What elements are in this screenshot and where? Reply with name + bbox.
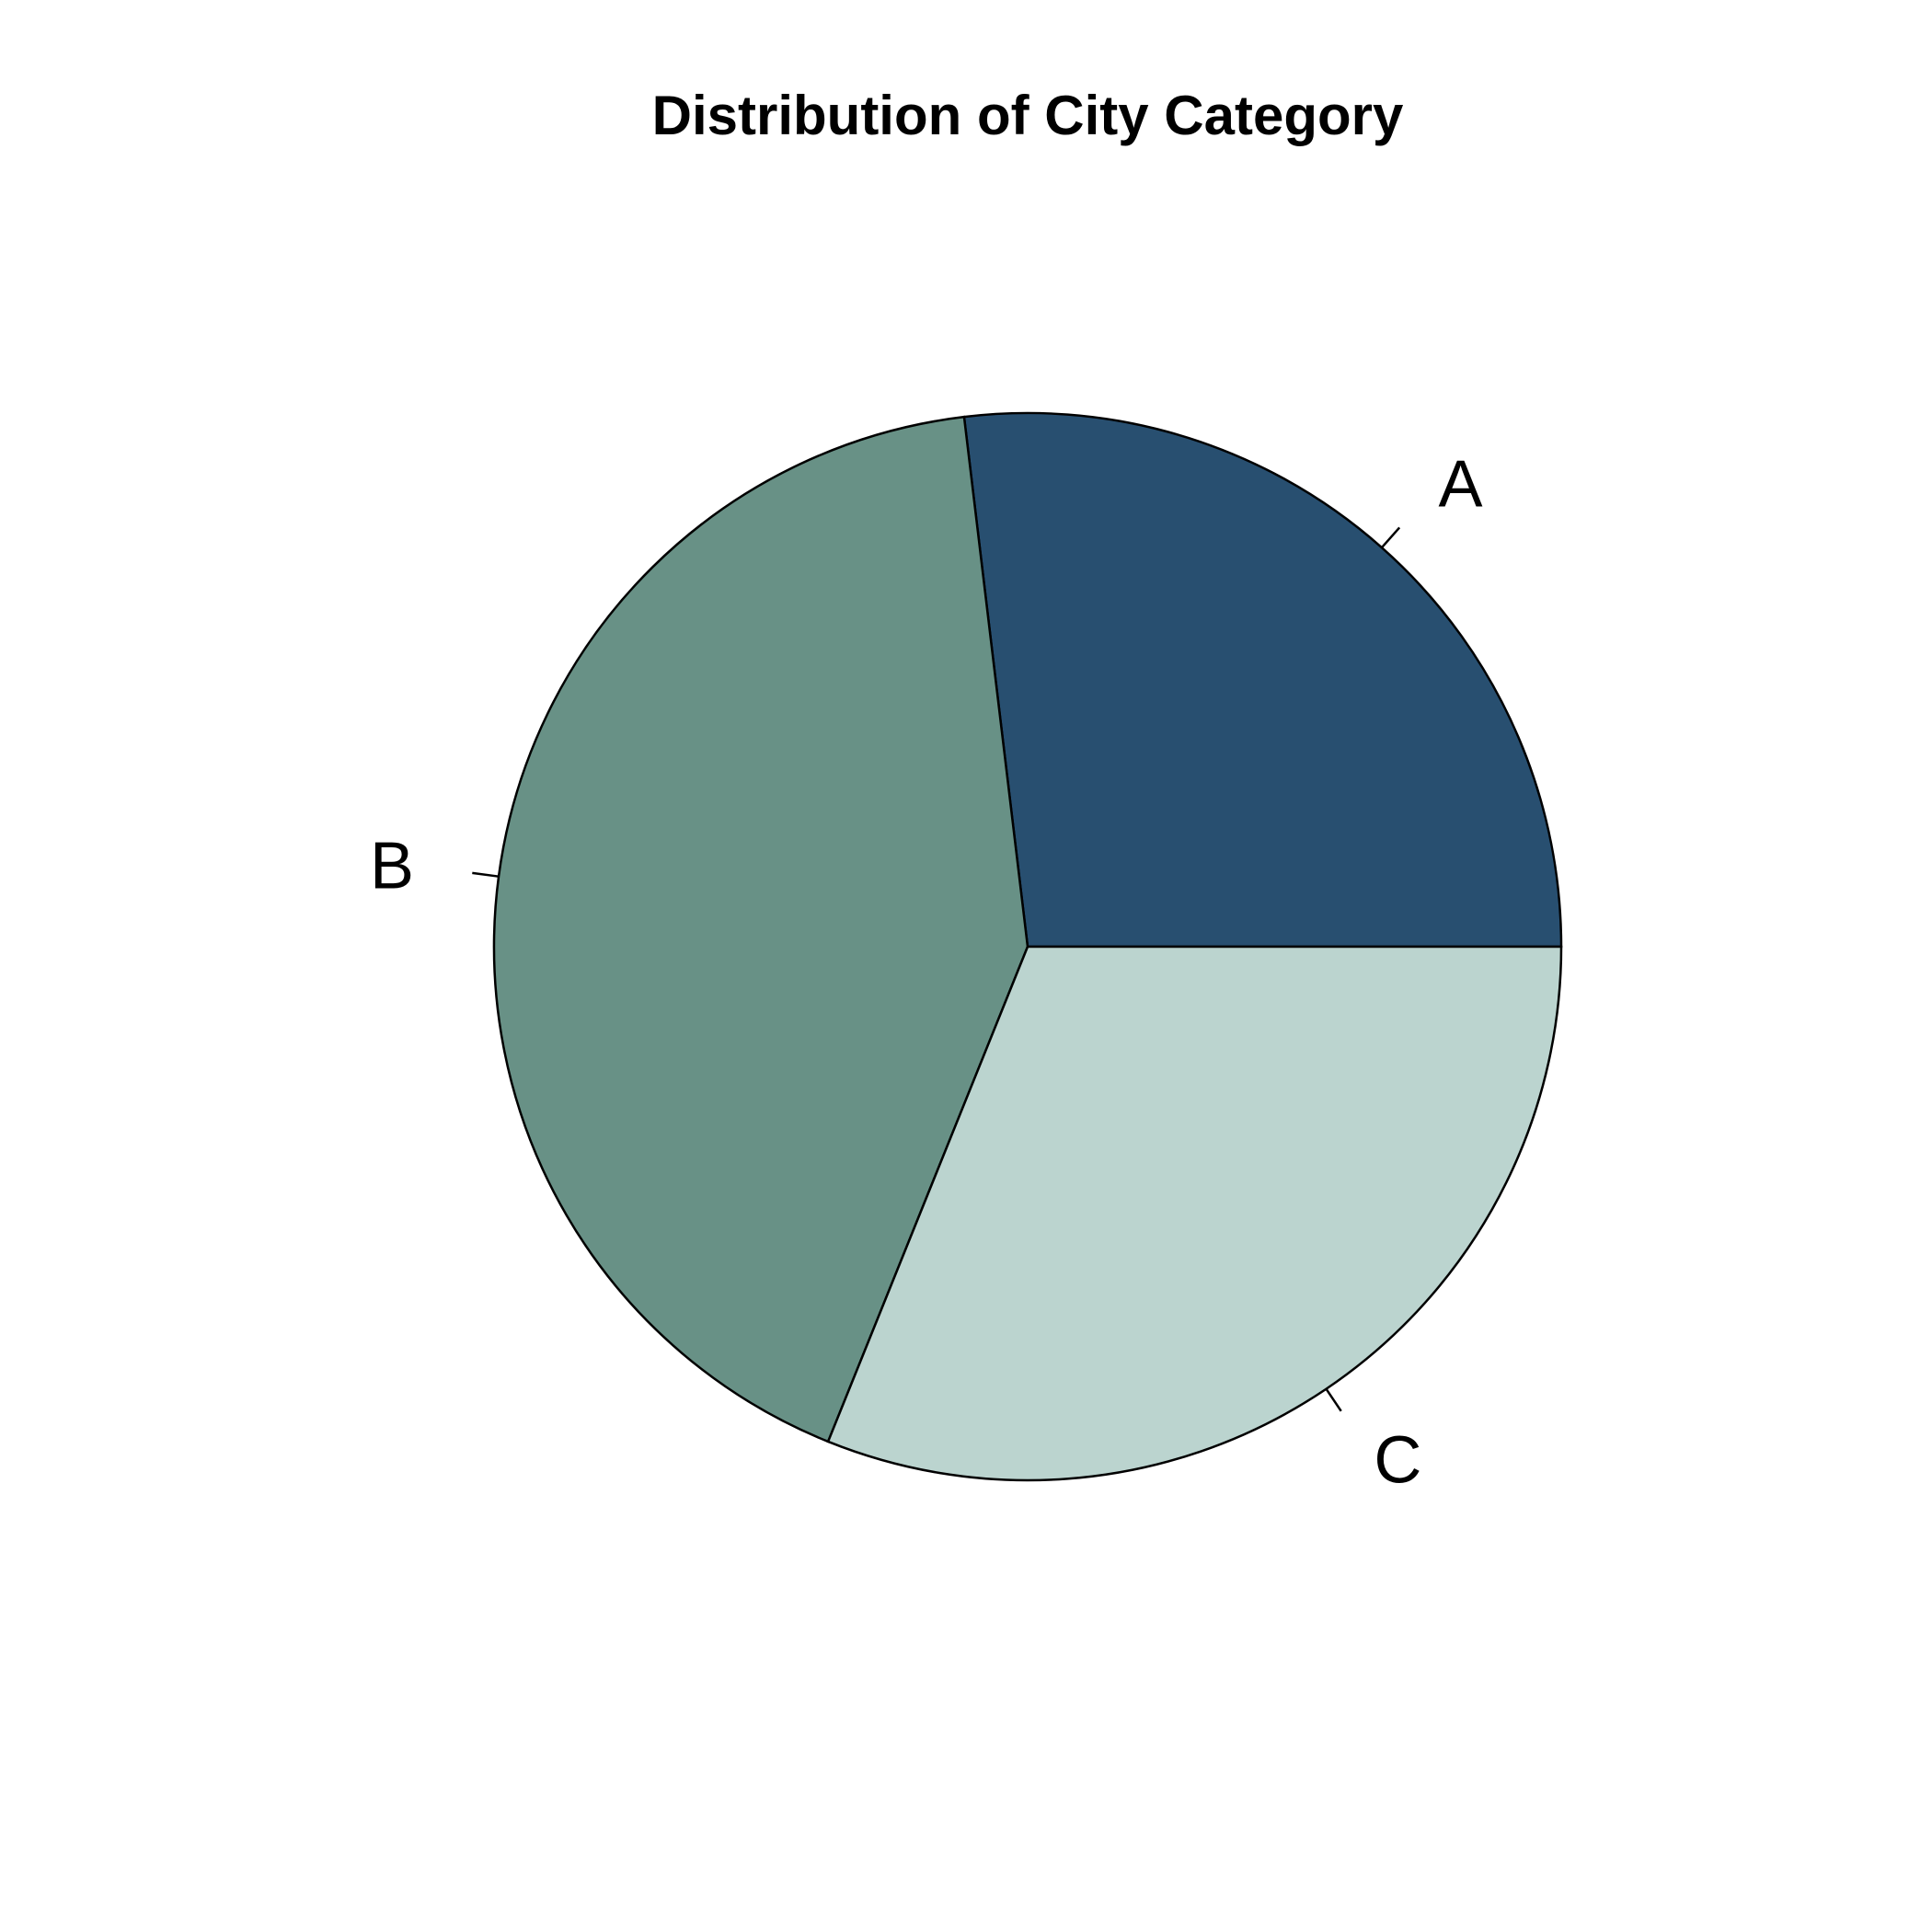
pie-label-tick-a [1380,526,1401,548]
pie-label-b: B [370,829,414,903]
pie-labels: A B C [370,448,1483,1498]
pie-label-c: C [1374,1424,1421,1498]
pie-slice-b [492,415,1029,1443]
pie-slice-a [962,411,1563,949]
chart-title: Distribution of City Category [652,85,1404,146]
pie-label-tick-c [1325,1388,1342,1412]
pie-slice-c [826,945,1563,1482]
pie-label-a: A [1439,448,1483,522]
pie-label-tick-b [472,871,500,878]
pie-slices [492,411,1563,1482]
